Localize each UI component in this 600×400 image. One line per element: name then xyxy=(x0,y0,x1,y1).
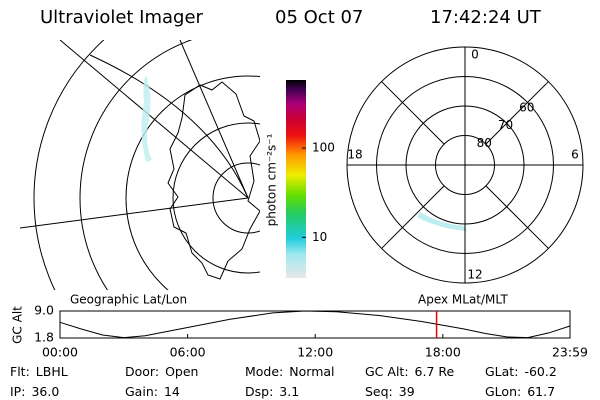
spoke xyxy=(381,81,445,145)
spoke xyxy=(485,185,549,249)
field-label: Dsp: xyxy=(245,384,273,399)
mlt-label: 6 xyxy=(571,148,579,162)
field-label: Gain: xyxy=(125,384,158,399)
footer-field: IP: 36.0 xyxy=(10,384,59,399)
field-label: Door: xyxy=(125,364,159,379)
field-value: 61.7 xyxy=(527,384,555,399)
field-value: 6.7 Re xyxy=(415,364,455,379)
field-value: LBHL xyxy=(36,364,68,379)
altitude-line xyxy=(59,310,571,339)
footer-field: Door: Open xyxy=(125,364,198,379)
footer-field: GC Alt: 6.7 Re xyxy=(365,364,455,379)
x-tick-label: 06:00 xyxy=(170,345,206,360)
colorbar-tick-label: 100 xyxy=(312,141,335,155)
y-tick-label: 1.8 xyxy=(34,330,54,345)
field-value: 36.0 xyxy=(31,384,59,399)
x-tick-label: 00:00 xyxy=(42,345,78,360)
date: 05 Oct 07 xyxy=(275,7,363,28)
polar-label: Apex MLat/MLT xyxy=(418,293,508,307)
field-label: IP: xyxy=(10,384,25,399)
field-value: Normal xyxy=(289,364,334,379)
spoke xyxy=(485,81,549,145)
footer-field: Seq: 39 xyxy=(365,384,415,399)
footer-field: GLon: 61.7 xyxy=(485,384,555,399)
y-tick-label: 9.0 xyxy=(34,303,54,318)
mlt-label: 18 xyxy=(347,148,362,162)
field-label: GLon: xyxy=(485,384,521,399)
colorbar-label: photon cm⁻²s⁻¹ xyxy=(265,133,279,226)
field-value: 14 xyxy=(164,384,180,399)
lat-label: 80 xyxy=(477,136,492,150)
x-tick-label: 23:59 xyxy=(552,345,588,360)
field-label: Flt: xyxy=(10,364,30,379)
x-tick-label: 18:00 xyxy=(425,345,461,360)
field-label: Seq: xyxy=(365,384,393,399)
footer-field: Gain: 14 xyxy=(125,384,180,399)
field-label: GC Alt: xyxy=(365,364,409,379)
footer-field: Mode: Normal xyxy=(245,364,335,379)
x-tick-label: 12:00 xyxy=(297,345,333,360)
footer-field: Dsp: 3.1 xyxy=(245,384,299,399)
time: 17:42:24 UT xyxy=(430,7,542,28)
field-value: 39 xyxy=(399,384,415,399)
colorbar xyxy=(286,80,306,278)
field-value: Open xyxy=(165,364,198,379)
mlt-label: 0 xyxy=(471,48,479,62)
colorbar-tick-label: 10 xyxy=(312,230,327,244)
aurora xyxy=(417,212,467,231)
title: Ultraviolet Imager xyxy=(40,7,204,28)
lat-label: 60 xyxy=(519,100,534,114)
footer-field: GLat: -60.2 xyxy=(485,364,557,379)
field-value: 3.1 xyxy=(279,384,299,399)
spoke xyxy=(381,185,445,249)
altitude-label: GC Alt xyxy=(11,306,25,344)
map-label: Geographic Lat/Lon xyxy=(70,293,187,307)
field-value: -60.2 xyxy=(524,364,556,379)
mlt-label: 12 xyxy=(467,268,482,282)
field-label: GLat: xyxy=(485,364,518,379)
field-label: Mode: xyxy=(245,364,283,379)
altitude-frame xyxy=(59,310,571,339)
map xyxy=(20,40,260,290)
footer-field: Flt: LBHL xyxy=(10,364,68,379)
